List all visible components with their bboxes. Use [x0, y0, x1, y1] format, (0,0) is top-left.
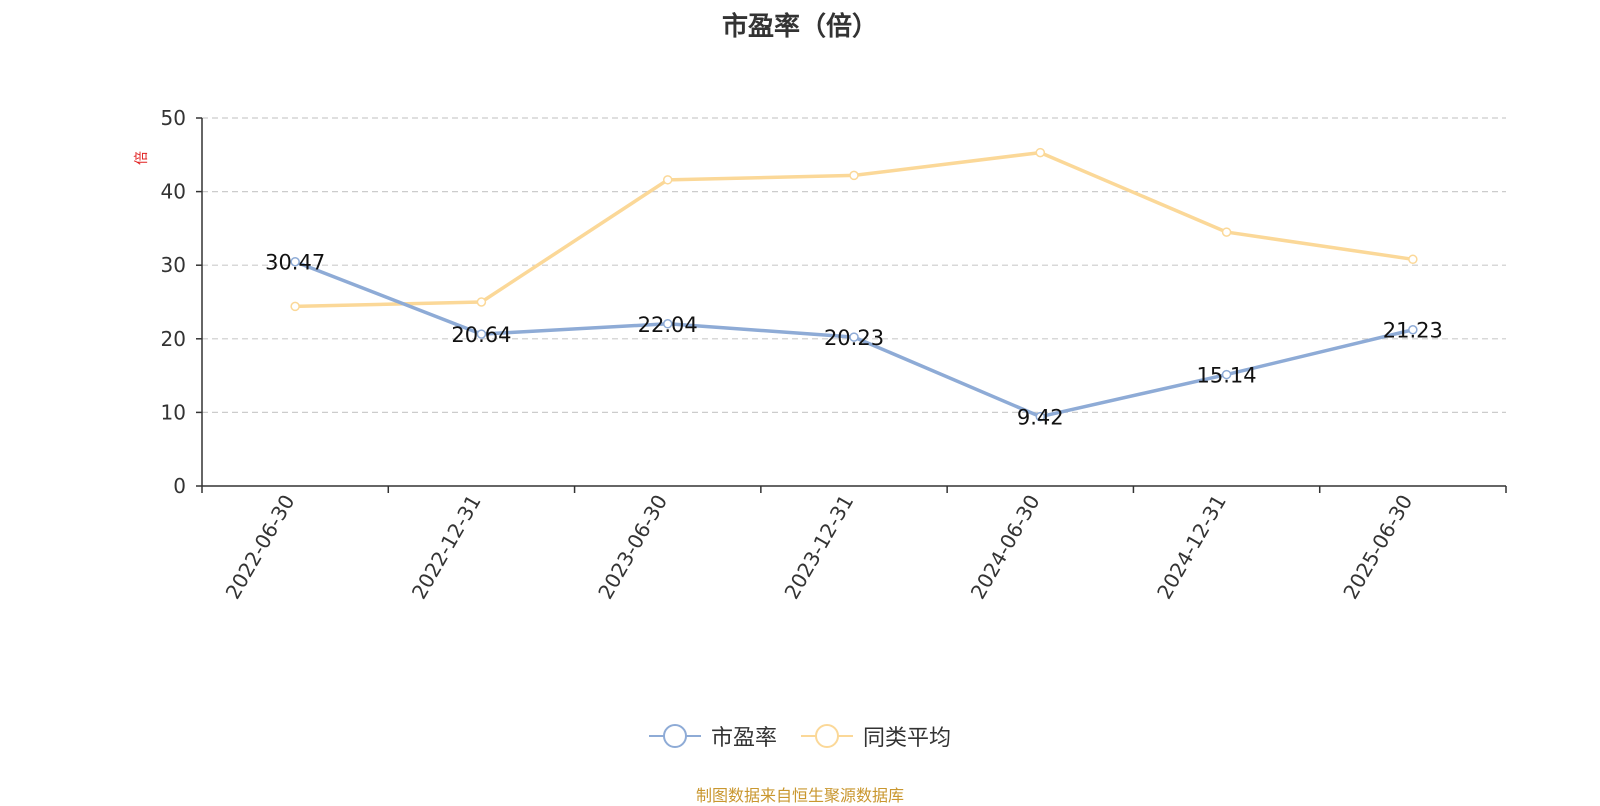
- data-point-pe: [476, 329, 487, 339]
- data-label-pe: 9.42: [1017, 406, 1064, 430]
- data-label-pe: 22.04: [638, 313, 698, 337]
- data-label-pe: 30.47: [265, 251, 325, 275]
- x-tick-label: 2023-06-30: [593, 491, 672, 604]
- y-tick-label: 40: [161, 180, 186, 204]
- legend-label-peer-average: 同类平均: [863, 726, 952, 751]
- data-point-pe: [290, 256, 300, 267]
- legend-marker-pe: [648, 723, 701, 749]
- y-tick-label: 10: [161, 400, 186, 424]
- data-point-peer-average: [290, 301, 300, 312]
- data-label-pe: 20.23: [824, 326, 884, 350]
- y-tick-label: 20: [161, 327, 186, 351]
- data-point-peer-average: [476, 297, 487, 307]
- data-label-pe: 20.64: [451, 323, 511, 347]
- y-axis-label: 倍: [134, 151, 150, 165]
- data-point-peer-average: [1221, 227, 1232, 237]
- y-tick-label: 0: [173, 474, 186, 498]
- legend-item-pe[interactable]: 市盈率: [648, 720, 777, 752]
- data-point-pe: [662, 319, 673, 329]
- data-point-pe: [1035, 411, 1046, 422]
- data-point-pe: [1221, 369, 1232, 380]
- y-tick-label: 30: [161, 253, 186, 277]
- source-note: 制图数据来自恒生聚源数据库: [695, 786, 904, 805]
- legend-marker-peer-average: [801, 723, 853, 749]
- x-tick-label: 2024-12-31: [1152, 491, 1231, 604]
- data-point-peer-average: [662, 175, 673, 185]
- y-tick-label: 50: [161, 106, 186, 130]
- data-label-pe: 21.23: [1383, 319, 1443, 343]
- x-tick-label: 2024-06-30: [966, 491, 1045, 604]
- data-point-pe: [1408, 324, 1418, 335]
- x-tick-label: 2022-06-30: [221, 491, 300, 604]
- x-tick-label: 2023-12-31: [779, 491, 858, 604]
- x-tick-label: 2025-06-30: [1338, 491, 1417, 604]
- chart-title: 市盈率（倍）: [721, 12, 878, 42]
- data-point-pe: [849, 332, 859, 342]
- legend-label-pe: 市盈率: [710, 726, 777, 751]
- data-point-peer-average: [1035, 147, 1046, 158]
- data-label-pe: 15.14: [1197, 364, 1257, 388]
- legend-item-peer-average[interactable]: 同类平均: [801, 720, 951, 752]
- x-tick-label: 2022-12-31: [407, 491, 486, 604]
- legend: 市盈率 同类平均: [0, 720, 1600, 752]
- data-point-peer-average: [1408, 254, 1418, 265]
- data-point-peer-average: [849, 170, 859, 181]
